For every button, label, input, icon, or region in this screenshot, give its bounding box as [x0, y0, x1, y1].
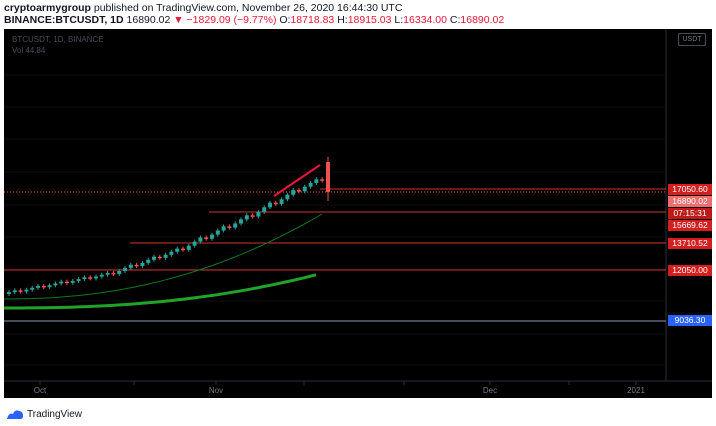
- close-value: 16890.02: [460, 14, 505, 26]
- candle-body: [12, 290, 17, 293]
- candle-body: [36, 285, 40, 288]
- candle-body: [111, 272, 116, 275]
- candle-body: [256, 211, 261, 217]
- candle-body: [175, 248, 180, 252]
- time-axis-tick-label: Oct: [34, 386, 47, 395]
- candle-body: [221, 226, 226, 231]
- candle-body: [163, 254, 168, 258]
- symbol-ohlc-line: BINANCE:BTCUSDT, 1D 16890.02 ▼ −1829.09 …: [4, 14, 504, 26]
- price-chart[interactable]: Oct Nov Dec 2021: [4, 29, 712, 398]
- candle-body: [76, 279, 81, 281]
- open-value: 18718.83: [290, 14, 335, 26]
- price-axis-label: 13710.52: [668, 238, 712, 249]
- candle-body: [302, 186, 307, 192]
- candle-body: [198, 237, 203, 242]
- candle-body: [117, 271, 122, 275]
- price-change: ▼ −1829.09 (−9.77%): [173, 14, 277, 26]
- chart-watermark-symbol: BTCUSDT, 1D, BINANCE: [12, 35, 104, 44]
- candle-body: [53, 283, 58, 286]
- moving-average-slow: [4, 273, 317, 310]
- candle-body: [99, 274, 104, 277]
- chart-canvas[interactable]: Oct Nov Dec 2021 BTCUSDT, 1D, BINANCE Vol 4…: [4, 29, 712, 398]
- candle-body: [262, 207, 267, 212]
- low-value: 16334.00: [403, 14, 447, 26]
- candle-body: [239, 219, 243, 224]
- publish-info: cryptoarmygroup published on TradingView…: [4, 2, 402, 14]
- footer-brand: TradingView: [27, 408, 83, 420]
- high-label: H:: [337, 14, 348, 26]
- candle-body: [308, 183, 313, 187]
- candle-body: [152, 256, 156, 260]
- candle-body: [320, 179, 325, 181]
- author-name[interactable]: cryptoarmygroup: [4, 2, 91, 14]
- candle-body: [169, 251, 174, 255]
- candle-body: [268, 202, 272, 208]
- candle-body: [24, 289, 29, 292]
- publish-text: published on TradingView.com, November 2…: [90, 2, 403, 14]
- trend-line: [273, 164, 321, 197]
- high-value: 18915.03: [347, 14, 392, 26]
- close-label: C:: [449, 14, 461, 26]
- last-price: 16890.02: [126, 14, 171, 26]
- candle-body: [134, 264, 139, 267]
- candle-body: [128, 264, 133, 268]
- symbol-label[interactable]: BINANCE:BTCUSDT, 1D: [4, 14, 124, 26]
- time-axis-tick-label: Nov: [209, 386, 223, 395]
- candle-body: [233, 223, 238, 228]
- candle-body: [186, 245, 191, 250]
- candle-body: [140, 262, 145, 266]
- candle-body: [297, 190, 301, 192]
- candle-body: [82, 277, 87, 280]
- candle-body: [146, 259, 151, 263]
- candle-body: [41, 285, 46, 288]
- candle-body: [279, 199, 284, 204]
- time-axis-tick-label: Dec: [483, 386, 497, 395]
- candle-body: [326, 162, 330, 192]
- price-axis-label: 15669.62: [668, 220, 712, 231]
- candle-body: [204, 237, 209, 239]
- candle-body: [215, 230, 220, 235]
- price-axis-label: 12050.00: [668, 265, 712, 276]
- price-axis-label: 07:15:31: [668, 208, 712, 219]
- candle-body: [157, 256, 162, 259]
- price-axis-label: 17050.60: [668, 184, 712, 195]
- scale-currency-chip[interactable]: USDT: [678, 33, 706, 46]
- candle-body: [30, 287, 35, 290]
- low-label: L:: [394, 14, 404, 26]
- candle-body: [18, 290, 23, 292]
- candle-body: [291, 190, 296, 195]
- candle-body: [7, 292, 11, 294]
- candle-body: [65, 281, 69, 284]
- candle-body: [47, 285, 52, 288]
- candle-body: [105, 272, 110, 275]
- candle-body: [227, 226, 232, 228]
- candle-body: [273, 202, 278, 205]
- candle-body: [181, 248, 185, 251]
- tradingview-logo-icon: [7, 410, 23, 419]
- candle-body: [192, 241, 197, 246]
- moving-average-fast: [4, 213, 323, 300]
- candle-body: [285, 194, 290, 200]
- candle-body: [314, 179, 319, 183]
- candle-body: [210, 234, 214, 239]
- candle-body: [88, 277, 93, 279]
- candle-body: [123, 267, 127, 271]
- time-axis-tick-label: 2021: [627, 386, 645, 395]
- price-axis-label: 16890.02: [668, 196, 712, 207]
- chart-watermark-volume: Vol 44.84: [12, 46, 46, 55]
- candle-body: [59, 281, 64, 284]
- candle-body: [94, 276, 98, 279]
- open-label: O:: [279, 14, 291, 26]
- price-axis-label: 9036.30: [668, 315, 712, 326]
- candle-body: [70, 280, 75, 283]
- candle-body: [250, 215, 255, 217]
- candle-body: [244, 215, 249, 220]
- tradingview-footer[interactable]: TradingView: [6, 407, 82, 421]
